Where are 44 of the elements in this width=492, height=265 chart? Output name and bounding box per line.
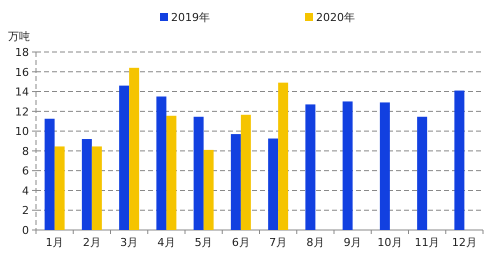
legend-label: 2019年 bbox=[171, 11, 210, 24]
bar bbox=[204, 150, 214, 230]
x-tick-label: 3月 bbox=[120, 236, 138, 249]
bar bbox=[342, 101, 353, 230]
y-tick-label: 16 bbox=[15, 66, 29, 79]
y-tick-label: 8 bbox=[22, 144, 29, 158]
x-tick-label: 11月 bbox=[414, 236, 440, 249]
x-tick-label: 6月 bbox=[232, 236, 250, 249]
bar bbox=[278, 82, 288, 230]
x-tick-label: 5月 bbox=[194, 236, 213, 249]
x-tick-label: 2月 bbox=[82, 236, 101, 249]
bar bbox=[194, 116, 204, 230]
legend-label: 2020年 bbox=[316, 11, 355, 24]
y-tick-label: 10 bbox=[15, 125, 29, 138]
bar bbox=[92, 146, 102, 230]
y-tick-label: 18 bbox=[15, 46, 29, 59]
bar bbox=[82, 139, 92, 230]
bar bbox=[166, 116, 176, 230]
x-tick-label: 7月 bbox=[269, 236, 288, 249]
y-tick-label: 2 bbox=[22, 204, 29, 218]
y-tick-label: 0 bbox=[22, 224, 29, 237]
y-tick-label: 4 bbox=[22, 184, 29, 198]
x-tick-label: 8月 bbox=[306, 236, 324, 249]
x-tick-label: 12月 bbox=[452, 236, 477, 249]
bar bbox=[417, 116, 428, 230]
bar bbox=[240, 114, 251, 230]
x-tick-label: 4月 bbox=[157, 236, 176, 249]
bar bbox=[230, 134, 241, 230]
y-tick-label: 14 bbox=[15, 86, 29, 99]
x-tick-label: 10月 bbox=[377, 236, 402, 249]
y-tick-label: 6 bbox=[22, 164, 29, 178]
bar bbox=[129, 68, 140, 230]
bar bbox=[44, 118, 55, 230]
y-axis-title: 万吨 bbox=[8, 30, 30, 43]
bar bbox=[380, 102, 390, 230]
bar bbox=[305, 104, 316, 230]
bar bbox=[156, 96, 166, 230]
x-tick-label: 1月 bbox=[46, 236, 64, 249]
x-tick-label: 9月 bbox=[344, 236, 362, 249]
bar bbox=[268, 138, 278, 230]
bar bbox=[54, 146, 65, 230]
bar bbox=[454, 90, 464, 230]
bar bbox=[119, 86, 130, 230]
y-tick-label: 12 bbox=[15, 105, 29, 118]
